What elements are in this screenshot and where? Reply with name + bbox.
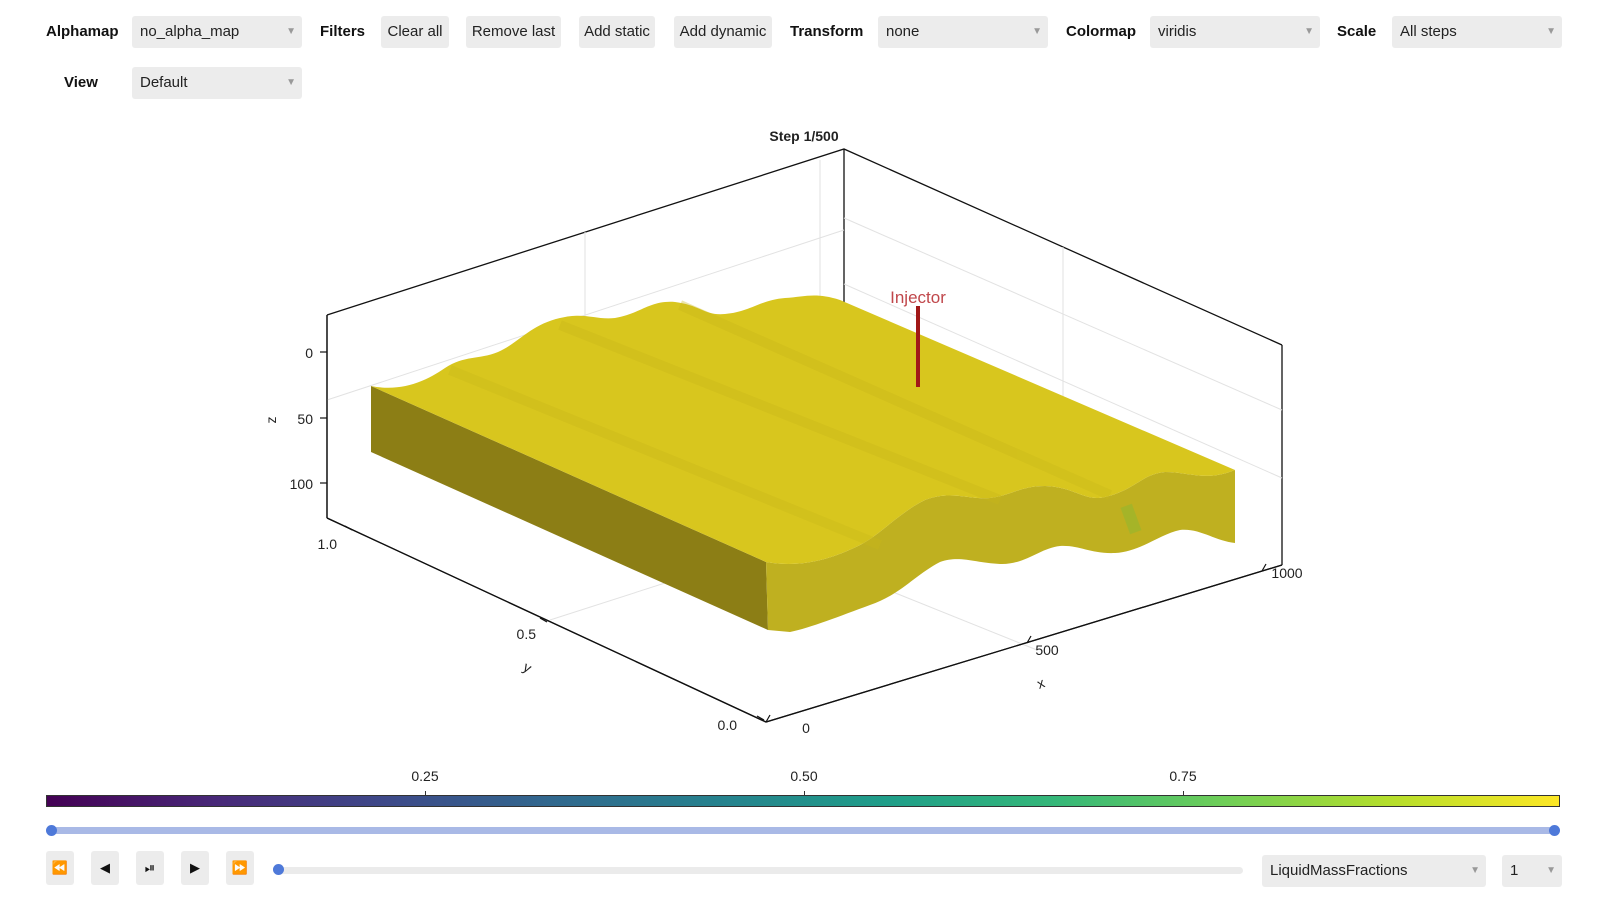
plot-title: Step 1/500: [769, 128, 838, 144]
x-tick-label: 1000: [1271, 565, 1302, 581]
step-select[interactable]: 1 ▼: [1502, 855, 1562, 887]
y-tick-label: 1.0: [318, 536, 338, 552]
y-tick-mark: [344, 525, 353, 531]
chevron-down-icon: ▼: [286, 77, 296, 88]
plot-3d[interactable]: Injector Step 1/500 0 50 100 z 1.0 0.5 0…: [0, 0, 1600, 760]
colorbar-tick-mark: [804, 791, 805, 796]
plume-patch: [1120, 503, 1142, 535]
add-dynamic-button[interactable]: Add dynamic: [674, 16, 772, 48]
scale-value: All steps: [1400, 23, 1457, 40]
colormap-value: viridis: [1158, 23, 1197, 40]
step-slider-handle[interactable]: [273, 864, 284, 875]
x-tick-mark: [1026, 635, 1032, 644]
transform-value: none: [886, 23, 920, 40]
play-button[interactable]: ▶: [181, 851, 209, 885]
step-slider-track: [273, 867, 1243, 874]
step-slider[interactable]: [273, 864, 1243, 876]
range-slider-low-handle[interactable]: [46, 825, 57, 836]
colormap-label: Colormap: [1066, 23, 1137, 40]
reservoir-left-face: [371, 386, 768, 630]
view-select[interactable]: Default ▼: [132, 67, 302, 99]
range-slider-track: [51, 827, 1555, 834]
filters-label: Filters: [320, 23, 366, 40]
colorbar-tick-label: 0.75: [1169, 768, 1197, 784]
play-pause-button[interactable]: ⏯: [136, 851, 164, 885]
x-tick-mark: [1261, 563, 1267, 572]
alphamap-select[interactable]: no_alpha_map ▼: [132, 16, 302, 48]
scale-label: Scale: [1337, 23, 1377, 40]
injector-annotation: Injector: [890, 288, 946, 307]
colorbar-tick-mark: [425, 791, 426, 796]
front-axes: [326, 315, 1283, 723]
chevron-down-icon: ▼: [1032, 26, 1042, 37]
colormap-select[interactable]: viridis ▼: [1150, 16, 1320, 48]
view-label: View: [64, 74, 98, 91]
chevron-down-icon: ▼: [1304, 26, 1314, 37]
fast-forward-button[interactable]: ⏩: [226, 851, 254, 885]
reservoir-front-face: [766, 470, 1235, 632]
scale-select[interactable]: All steps ▼: [1392, 16, 1562, 48]
y-tick-mark: [756, 715, 765, 721]
variable-select[interactable]: LiquidMassFractions ▼: [1262, 855, 1486, 887]
chevron-down-icon: ▼: [1470, 865, 1480, 876]
chevron-down-icon: ▼: [286, 26, 296, 37]
colorbar-tick-label: 0.50: [790, 768, 818, 784]
chevron-down-icon: ▼: [1546, 26, 1556, 37]
x-tick-label: 500: [1035, 642, 1059, 658]
x-tick-mark: [765, 714, 771, 723]
z-tick-label: 100: [290, 476, 314, 492]
range-slider[interactable]: [46, 825, 1560, 836]
chevron-down-icon: ▼: [1546, 865, 1556, 876]
x-axis-label: x: [1035, 674, 1047, 691]
z-tick-label: 50: [297, 411, 313, 427]
top-shading: [448, 300, 1113, 550]
x-tick-label: 0: [802, 720, 810, 736]
z-axis-label: z: [263, 417, 279, 424]
y-tick-label: 0.5: [517, 626, 537, 642]
clear-all-button[interactable]: Clear all: [381, 16, 449, 48]
step-back-button[interactable]: ◀: [91, 851, 119, 885]
transform-label: Transform: [790, 23, 864, 40]
colorbar-tick-label: 0.25: [411, 768, 439, 784]
y-axis-label: y: [520, 658, 534, 675]
reservoir-top-face: [371, 295, 1235, 565]
y-tick-mark: [539, 617, 548, 623]
add-static-button[interactable]: Add static: [579, 16, 655, 48]
remove-last-button[interactable]: Remove last: [466, 16, 561, 48]
transform-select[interactable]: none ▼: [878, 16, 1048, 48]
rewind-button[interactable]: ⏪: [46, 851, 74, 885]
range-slider-high-handle[interactable]: [1549, 825, 1560, 836]
view-value: Default: [140, 74, 188, 91]
z-tick-label: 0: [305, 345, 313, 361]
alphamap-label: Alphamap: [46, 23, 119, 40]
variable-value: LiquidMassFractions: [1270, 862, 1408, 879]
colorbar-tick-mark: [1183, 791, 1184, 796]
alphamap-value: no_alpha_map: [140, 23, 240, 40]
colorbar: [46, 795, 1560, 807]
y-tick-label: 0.0: [718, 717, 738, 733]
step-value: 1: [1510, 862, 1519, 879]
